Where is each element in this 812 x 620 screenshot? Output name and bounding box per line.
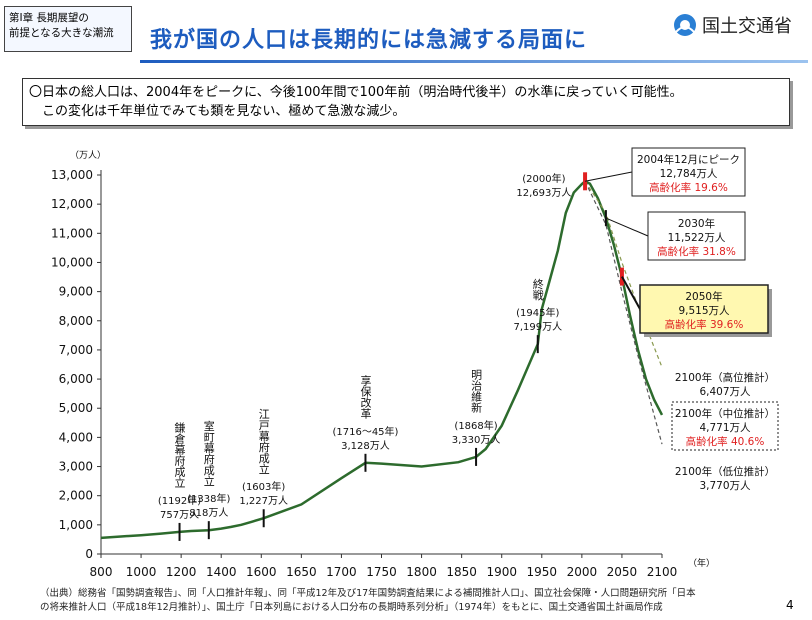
callout-box	[631, 147, 746, 197]
event-name: 鎌倉幕府成立	[173, 421, 186, 488]
callout-text: 2004年12月にピーク	[637, 153, 740, 166]
x-tick-label: 1650	[286, 565, 317, 579]
page-title: 我が国の人口は長期的には急減する局面に	[150, 28, 588, 53]
chapter-line: 前提となる大きな潮流	[9, 27, 114, 39]
y-tick-label: 11,000	[51, 226, 93, 240]
callout-aging: 高齢化率 19.6%	[649, 181, 728, 194]
chart: （万人） （年） 0 1,000 2,000 3,000 4,000 5,000 6,000 7,…	[51, 147, 779, 579]
x-tick-label: 1850	[446, 565, 477, 579]
summary-box: 〇日本の総人口は、2004年をピークに、今後100年間で100年前（明治時代後半…	[22, 78, 790, 126]
y-tick-label: 3,000	[59, 460, 93, 474]
callout-text: 11,522万人	[668, 232, 726, 244]
callout-text: 9,515万人	[678, 305, 730, 317]
y-tick-label: 7,000	[59, 343, 93, 357]
summary-line: 〇日本の総人口は、2004年をピークに、今後100年間で100年前（明治時代後半…	[29, 85, 683, 100]
event-year: (1945年)	[516, 306, 559, 319]
callout-box	[647, 211, 746, 261]
x-tick-label: 1700	[326, 565, 357, 579]
callout-text: 4,771万人	[699, 422, 751, 434]
callout-text: 2030年	[678, 217, 715, 230]
callout-aging: 高齢化率 31.8%	[657, 245, 736, 258]
y-tick-label: 1,000	[59, 518, 93, 532]
event-year: (1716～45年)	[332, 425, 398, 438]
y-tick-label: 8,000	[59, 314, 93, 328]
callout-text: 3,770万人	[699, 480, 751, 492]
x-tick-label: 1000	[126, 565, 157, 579]
summary-line: この変化は千年単位でみても類を見ない、極めて急激な減少。	[29, 104, 406, 119]
event-year: (1338年)	[187, 492, 230, 505]
series-line	[584, 181, 663, 445]
source-line: （出典）総務省「国勢調査報告」、同「人口推計年報」、同「平成12年及び17年国勢…	[40, 588, 696, 599]
callout-text: 12,784万人	[660, 168, 718, 180]
event-value: 3,128万人	[341, 440, 390, 452]
event-year: (1603年)	[242, 480, 285, 493]
logo-icon	[674, 14, 696, 36]
x-tick-label: 1200	[166, 565, 197, 579]
x-tick-label: 2000	[567, 565, 598, 579]
x-tick-label: 1750	[366, 565, 397, 579]
event-value: 3,330万人	[452, 434, 501, 446]
callout-connector	[605, 217, 649, 237]
x-tick-label: 2050	[607, 565, 638, 579]
y-tick-label: 9,000	[59, 285, 93, 299]
callout-box	[671, 401, 779, 451]
callout-text: 6,407万人	[699, 386, 751, 398]
x-tick-label: 1900	[486, 565, 517, 579]
event-value: 7,199万人	[513, 321, 562, 333]
x-tick-label: 1400	[206, 565, 237, 579]
y-tick-label: 2,000	[59, 489, 93, 503]
title-rule	[140, 60, 808, 63]
peak-year: (2000年)	[522, 172, 565, 185]
page-number: 4	[786, 598, 794, 612]
callout-connector	[584, 171, 633, 182]
x-tick-label: 800	[90, 565, 113, 579]
x-unit: （年）	[688, 557, 715, 569]
x-tick-label: 2100	[647, 565, 678, 579]
x-tick-label: 1950	[527, 565, 558, 579]
chapter-line: 第Ⅰ章 長期展望の	[9, 12, 89, 24]
callout-aging: 高齢化率 39.6%	[665, 318, 744, 331]
event-year: (1868年)	[454, 419, 497, 432]
callout-text: 2100年（中位推計）	[675, 407, 775, 420]
logo: 国土交通省	[672, 12, 792, 38]
event-year: (1192年)	[158, 494, 201, 507]
y-tick-label: 6,000	[59, 372, 93, 386]
y-tick-label: 10,000	[51, 255, 93, 269]
chapter-box: 第Ⅰ章 長期展望の前提となる大きな潮流	[4, 6, 132, 52]
ministry-name: 国土交通省	[702, 16, 792, 37]
event-name: 江戸幕府成立	[257, 408, 270, 474]
series-line	[100, 179, 664, 540]
y-unit: （万人）	[70, 150, 106, 161]
source-line: の将来推計人口（平成18年12月推計）」、国土庁「日本列島における人口分布の長期…	[40, 602, 663, 613]
peak-value: 12,693万人	[516, 187, 571, 199]
event-name: 享保改革	[359, 373, 372, 418]
event-value: 757万人	[160, 509, 199, 521]
x-tick-label: 1600	[246, 565, 277, 579]
y-tick-label: 4,000	[59, 430, 93, 444]
callout-text: 2050年	[685, 290, 722, 303]
callout-box	[639, 284, 769, 334]
event-name: 明治維新	[470, 369, 483, 413]
y-tick-label: 0	[85, 547, 93, 561]
callout-connector	[621, 276, 641, 310]
y-tick-label: 12,000	[51, 197, 93, 211]
event-value: 1,227万人	[239, 495, 288, 507]
x-tick-label: 1800	[406, 565, 437, 579]
event-value: 818万人	[189, 507, 228, 519]
callout-text: 2100年（低位推計）	[675, 465, 775, 478]
callout-aging: 高齢化率 40.6%	[686, 435, 765, 448]
callout-text: 2100年（高位推計）	[675, 371, 775, 384]
event-name: 室町幕府成立	[202, 419, 215, 486]
event-name: 終戦	[531, 277, 544, 301]
y-tick-label: 13,000	[51, 168, 93, 182]
y-tick-label: 5,000	[59, 401, 93, 415]
